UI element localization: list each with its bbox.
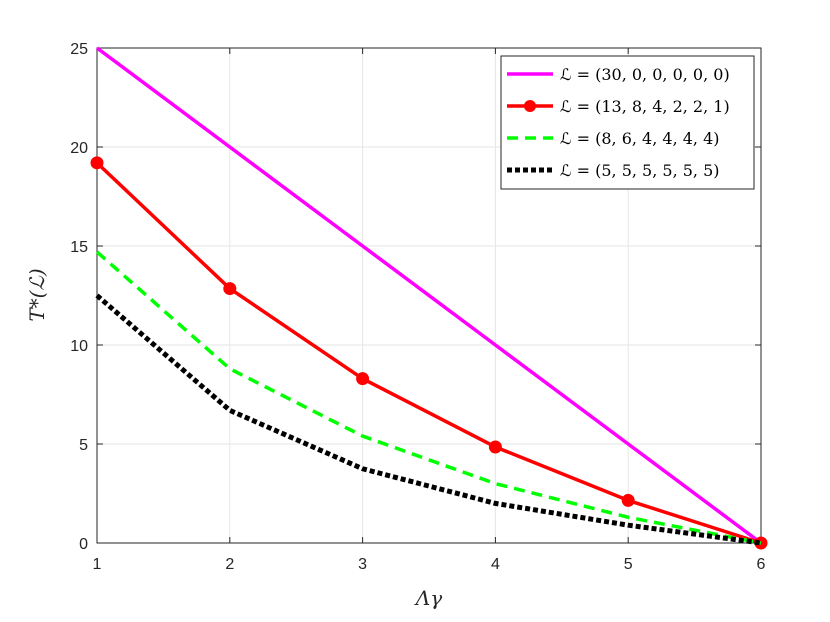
legend-label-2: ℒ = (13, 8, 4, 2, 2, 1) [560,97,730,116]
y-tick-label: 20 [70,140,88,157]
legend-label-3: ℒ = (8, 6, 4, 4, 4, 4) [560,129,720,148]
y-tick-label: 25 [70,41,88,58]
legend: ℒ = (30, 0, 0, 0, 0, 0) ℒ = (13, 8, 4, 2,… [500,55,755,190]
legend-label-4: ℒ = (5, 5, 5, 5, 5, 5) [560,161,720,180]
legend-box [500,55,755,190]
x-tick-label: 6 [757,556,766,573]
x-tick-label: 2 [225,556,234,573]
series-layer [90,46,768,550]
series-2-point [356,372,370,386]
y-tick-label: 5 [79,437,88,454]
x-axis-label: Λγ [414,586,442,610]
legend-label-1: ℒ = (30, 0, 0, 0, 0, 0) [560,65,730,84]
x-tick-label: 3 [358,556,367,573]
series-2-point [90,156,104,170]
axis-ticks: 1 2 3 4 5 6 0 5 10 15 20 25 [70,41,765,573]
series-line-2 [95,161,762,545]
y-tick-label: 0 [79,536,88,553]
x-tick-label: 1 [93,556,102,573]
y-tick-label: 10 [70,338,88,355]
series-line-4 [95,293,762,546]
x-tick-label: 4 [491,556,500,573]
series-line-1 [95,46,763,545]
y-axis-label: T*(ℒ) [25,268,49,321]
x-tick-label: 5 [624,556,633,573]
y-tick-label: 15 [70,239,88,256]
series-2-point [488,440,502,454]
series-2-point [621,493,635,507]
series-2-point [223,282,237,296]
series-line-3 [95,250,762,545]
legend-marker-2 [524,100,536,112]
